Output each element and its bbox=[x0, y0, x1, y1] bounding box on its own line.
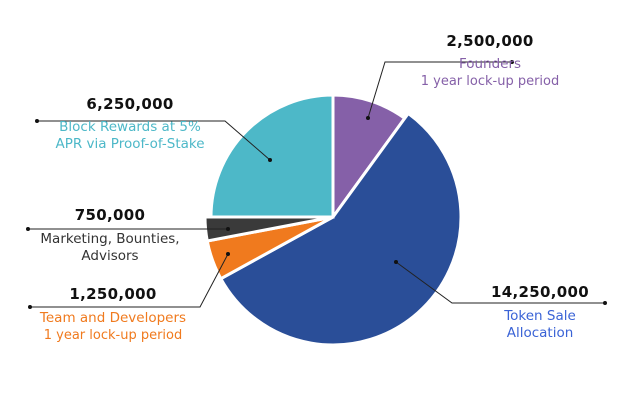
block-rewards-value: 6,250,000 bbox=[86, 95, 174, 113]
token-sale-value: 14,250,000 bbox=[491, 283, 589, 301]
token-sale-label-1: Token Sale bbox=[504, 308, 576, 324]
team-label: Team and Developers bbox=[39, 310, 187, 326]
marketing-label-1: Marketing, Bounties, bbox=[40, 231, 180, 247]
label-team: 1,250,000 Team and Developers 1 year loc… bbox=[28, 285, 198, 344]
leader-dot-team bbox=[28, 305, 32, 309]
leader-dot-marketing bbox=[26, 227, 30, 231]
founders-value: 2,500,000 bbox=[446, 32, 534, 50]
leader-dot-token-sale bbox=[394, 260, 398, 264]
leader-dot-block-rewards bbox=[35, 119, 39, 123]
block-rewards-label-1: Block Rewards at 5% bbox=[59, 119, 201, 135]
leader-line-token-sale bbox=[395, 261, 605, 304]
label-token-sale: 14,250,000 Token Sale Allocation bbox=[470, 283, 610, 342]
label-block-rewards: 6,250,000 Block Rewards at 5% APR via Pr… bbox=[40, 95, 220, 153]
token-sale-label-2: Allocation bbox=[506, 325, 574, 341]
team-sublabel: 1 year lock-up period bbox=[43, 328, 183, 343]
leader-dot-team bbox=[226, 252, 230, 256]
leader-dot-marketing bbox=[226, 227, 230, 231]
leader-dot-founders bbox=[366, 116, 370, 120]
label-founders: 2,500,000 Founders 1 year lock-up period bbox=[420, 32, 560, 90]
leader-line-team bbox=[30, 253, 229, 308]
leader-dot-founders bbox=[510, 60, 514, 64]
leader-line-founders bbox=[367, 61, 512, 119]
team-value: 1,250,000 bbox=[69, 285, 157, 303]
leader-dot-token-sale bbox=[603, 301, 607, 305]
label-marketing: 750,000 Marketing, Bounties, Advisors bbox=[30, 206, 190, 265]
block-rewards-label-2: APR via Proof-of-Stake bbox=[55, 136, 205, 152]
founders-sublabel: 1 year lock-up period bbox=[420, 74, 560, 89]
marketing-label-2: Advisors bbox=[81, 248, 139, 264]
pie-slice-block-rewards bbox=[209, 93, 335, 219]
leader-dot-block-rewards bbox=[268, 158, 272, 162]
founders-label: Founders bbox=[458, 56, 522, 72]
marketing-value: 750,000 bbox=[74, 206, 146, 224]
leader-line-block-rewards bbox=[37, 120, 271, 161]
pie-slice-token-sale bbox=[218, 111, 463, 347]
